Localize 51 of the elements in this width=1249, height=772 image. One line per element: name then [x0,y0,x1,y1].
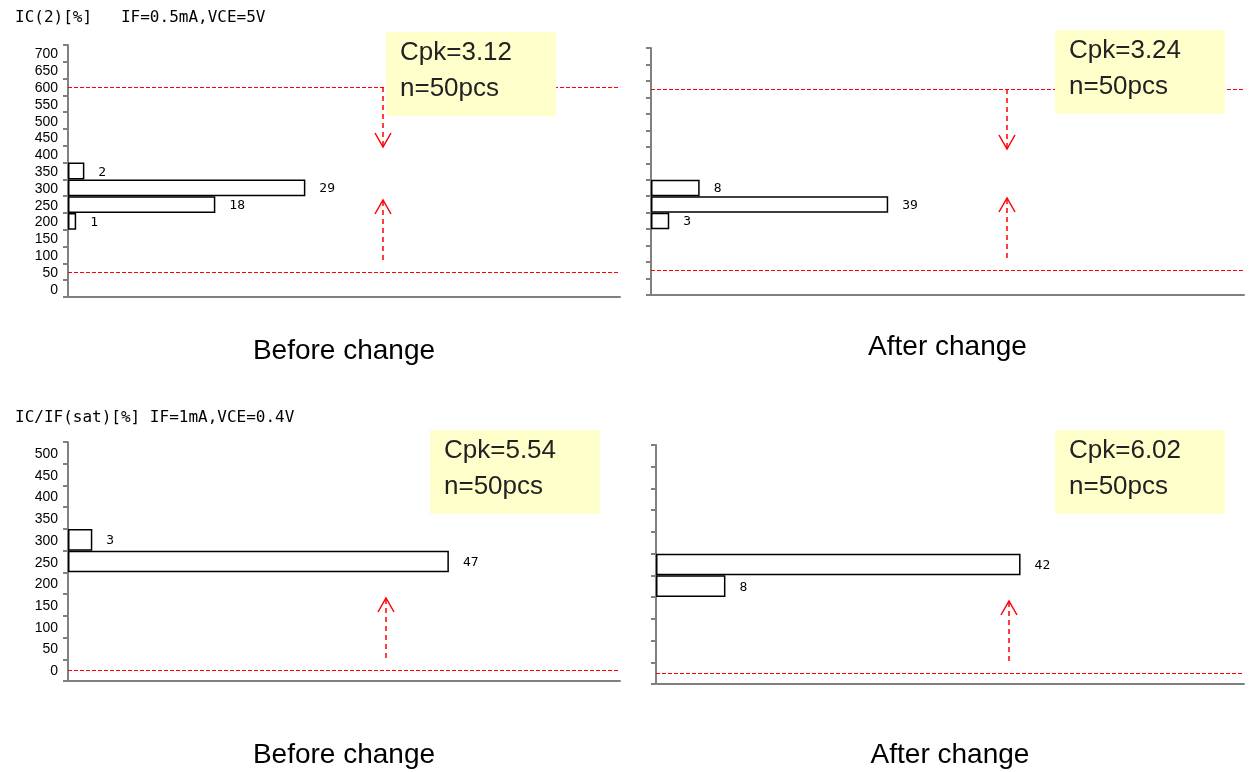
y-tick-label: 650 [34,62,59,79]
text: Cpk=6.02 [1069,434,1182,464]
y-tick-label: 500 [34,112,59,129]
y-tick-label: 0 [50,280,59,297]
y-tick-label: 450 [34,129,59,146]
y-axis-title: IC/IF(sat)[%] IF=1mA,VCE=0.4V [15,406,295,426]
x-axis-title: Before change [252,333,436,365]
y-tick-label: 400 [34,488,59,505]
y-tick-label: 600 [34,79,59,95]
x-axis-title: Before change [252,737,436,769]
y-tick-label: 450 [34,466,59,483]
y-tick-label: 500 [34,444,59,461]
y-tick-label: 50 [42,263,59,280]
x-axis-title: After change [870,737,1030,769]
data-label: 42 [1034,557,1051,572]
data-label: 18 [229,197,245,213]
y-tick-label: 350 [34,163,59,179]
data-label: 3 [106,532,115,548]
y-tick-label: 700 [34,45,59,62]
y-tick-label: 0 [50,662,59,679]
text: n=50pcs [1069,70,1169,100]
y-tick-label: 200 [34,575,59,592]
y-tick-label: 100 [34,618,59,635]
y-tick-label: 200 [34,213,59,230]
y-tick-label: 400 [34,146,59,163]
y-tick-label: 300 [34,531,59,548]
data-label: 29 [319,180,336,196]
annotation: n=50pcs [444,470,544,500]
y-tick-label: 50 [42,640,59,657]
data-label: 47 [462,554,479,569]
y-tick-label: 100 [34,247,59,263]
data-label: 3 [683,213,692,229]
text: Cpk=3.12 [400,36,513,66]
y-tick-label: 300 [34,179,59,196]
text: Cpk=3.24 [1069,34,1182,64]
y-tick-label: 550 [34,95,59,112]
text: n=50pcs [400,72,500,102]
y-tick-label: 250 [34,196,59,213]
text: n=50pcs [1069,470,1169,500]
data-label: 8 [713,180,722,196]
data-label: 8 [739,578,748,594]
data-label: 1 [90,213,99,229]
data-label: 2 [98,163,107,179]
y-tick-label: 250 [34,553,59,570]
y-tick-label: 150 [34,230,59,247]
data-label: 39 [902,196,918,212]
annotation: Cpk=5.54 [444,434,557,464]
y-axis-title: IC(2)[%] IF=0.5mA,VCE=5V [15,6,266,26]
y-tick-label: 150 [34,596,59,613]
y-tick-label: 350 [34,510,59,527]
x-axis-title: After change [868,329,1027,361]
